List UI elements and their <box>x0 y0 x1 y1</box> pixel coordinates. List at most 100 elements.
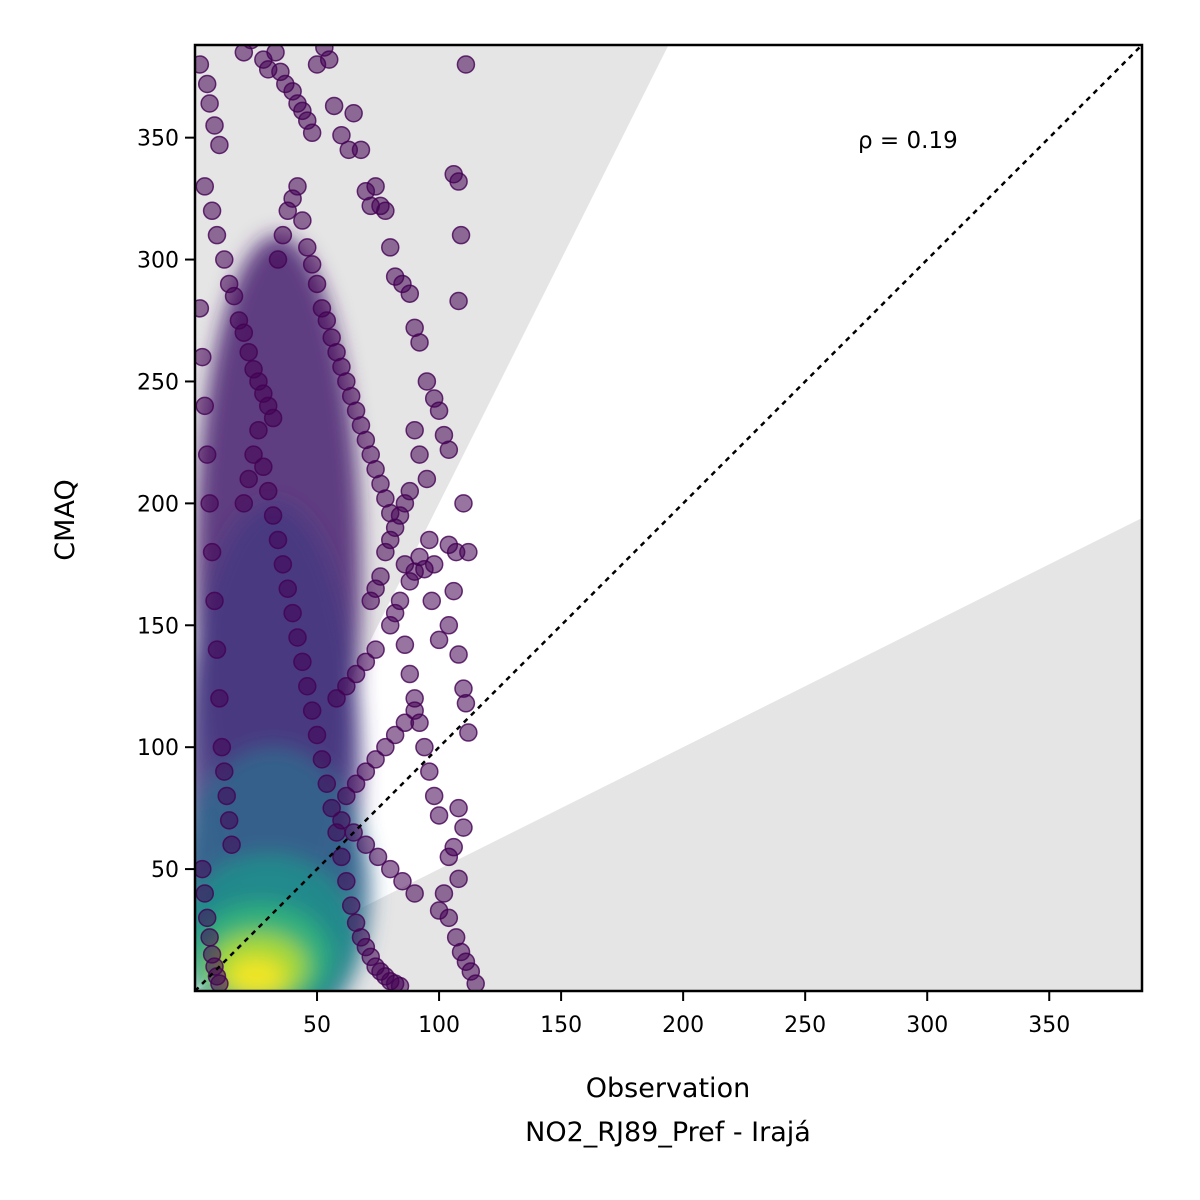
y-axis-label: CMAQ <box>50 479 81 560</box>
data-point <box>381 503 400 523</box>
data-point <box>332 125 351 145</box>
data-point <box>258 481 278 501</box>
data-point <box>346 664 366 684</box>
one-to-one-line <box>195 45 1142 991</box>
data-point <box>439 908 459 928</box>
data-point <box>449 291 468 311</box>
data-point <box>215 762 234 781</box>
data-point <box>366 750 385 769</box>
data-point <box>376 542 395 562</box>
x-tick-label: 200 <box>662 1013 704 1038</box>
data-point <box>449 645 468 664</box>
data-point <box>273 555 293 574</box>
x-axis-sublabel: NO2_RJ89_Pref - Irajá <box>525 1117 811 1148</box>
scatter-points <box>195 45 485 991</box>
data-point <box>381 616 400 635</box>
data-point <box>195 55 210 74</box>
data-point <box>444 837 463 857</box>
data-point <box>239 342 258 362</box>
data-point <box>337 786 356 806</box>
data-point <box>376 201 395 221</box>
data-point <box>293 652 312 672</box>
y-tick-label: 100 <box>137 736 179 761</box>
data-point <box>234 45 254 62</box>
data-point <box>312 750 332 769</box>
data-point <box>244 445 263 464</box>
data-point <box>344 104 363 123</box>
data-point <box>454 818 473 837</box>
data-point <box>266 45 285 62</box>
data-point <box>400 572 420 591</box>
data-point <box>319 50 339 69</box>
data-point <box>356 835 376 854</box>
data-point <box>288 177 307 196</box>
data-point <box>420 762 439 781</box>
data-point <box>429 401 449 420</box>
x-tick-label: 250 <box>784 1013 826 1038</box>
data-point <box>268 530 288 550</box>
data-point <box>368 847 388 867</box>
data-point <box>197 74 217 94</box>
data-point <box>356 652 376 672</box>
data-point <box>366 177 385 196</box>
data-point <box>429 630 449 650</box>
y-axis-ticks: 50 100 150 200 250 300 350 <box>137 127 195 883</box>
density-blob <box>226 956 286 991</box>
data-point <box>361 591 380 611</box>
data-point <box>376 737 395 757</box>
data-point <box>332 847 351 867</box>
data-point <box>422 591 441 611</box>
data-point <box>385 725 405 745</box>
data-point <box>449 869 468 889</box>
data-point <box>449 172 468 191</box>
data-point <box>415 737 434 757</box>
data-point <box>200 928 219 947</box>
data-point <box>400 664 420 684</box>
data-point <box>405 884 424 903</box>
data-point <box>324 96 344 116</box>
data-point <box>302 701 322 720</box>
data-point <box>429 806 449 825</box>
data-point <box>346 774 366 794</box>
data-point <box>444 581 463 601</box>
data-point <box>197 908 217 928</box>
data-point <box>195 884 215 903</box>
data-point <box>439 616 459 635</box>
data-point <box>393 872 412 891</box>
x-axis-ticks: 50 100 150 200 250 300 350 <box>303 991 1070 1038</box>
data-point <box>207 640 227 659</box>
data-point <box>317 311 337 330</box>
data-point <box>293 211 312 230</box>
data-point <box>302 123 322 143</box>
data-point <box>356 762 376 781</box>
data-point <box>249 420 268 440</box>
data-point <box>417 372 437 391</box>
data-point <box>268 250 288 269</box>
data-point <box>381 238 400 257</box>
data-point <box>278 579 297 598</box>
correlation-annotation: ρ = 0.19 <box>858 128 958 154</box>
data-point <box>459 723 478 742</box>
data-point <box>327 823 346 842</box>
data-point <box>439 440 459 459</box>
data-point <box>207 225 227 245</box>
data-point <box>254 457 273 477</box>
data-point <box>466 974 485 991</box>
data-point <box>420 530 439 550</box>
data-point <box>210 135 229 155</box>
x-tick-label: 100 <box>418 1013 460 1038</box>
y-tick-label: 350 <box>137 127 179 152</box>
data-point <box>417 469 437 489</box>
data-point <box>298 238 317 257</box>
lower-shaded-region <box>195 518 1142 991</box>
data-point <box>434 884 454 903</box>
data-point <box>381 859 400 879</box>
data-point <box>200 494 219 513</box>
data-point <box>451 225 471 245</box>
data-point <box>195 299 210 318</box>
data-point <box>405 420 424 440</box>
data-point <box>273 225 293 245</box>
data-point <box>395 555 415 574</box>
data-point <box>390 976 410 991</box>
data-point <box>205 116 224 135</box>
